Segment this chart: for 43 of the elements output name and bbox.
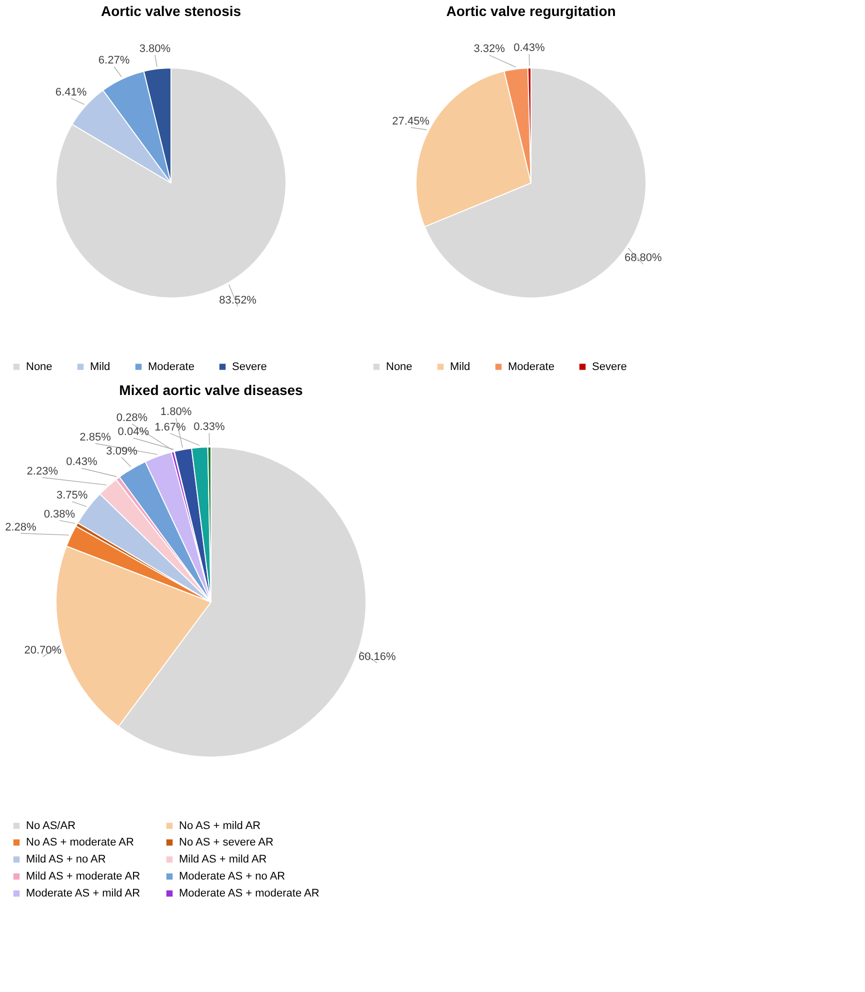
data-label: 3.32% [474, 43, 506, 56]
data-label: 68.80% [624, 252, 662, 264]
legend-label: Moderate AS + moderate AR [179, 888, 320, 900]
data-label: 3.80% [139, 42, 171, 55]
legend-label: Severe [592, 360, 627, 373]
data-label: 60.16% [358, 650, 396, 663]
data-label: 2.85% [80, 432, 112, 444]
legend-label: Moderate [508, 360, 554, 373]
legend-label: None [386, 360, 412, 373]
legend-label: Mild AS + mild AR [179, 854, 267, 866]
chart-title: Aortic valve regurgitation [446, 3, 616, 19]
data-label: 0.33% [194, 421, 225, 434]
legend-label: Moderate [148, 360, 194, 373]
data-label: 3.75% [56, 490, 88, 502]
data-label: 27.45% [392, 116, 430, 128]
data-label: 0.04% [118, 426, 150, 438]
legend-label: Severe [232, 360, 267, 373]
data-label: 0.28% [116, 412, 148, 424]
legend-label: No AS + severe AR [179, 836, 274, 848]
data-label: 6.41% [55, 86, 87, 98]
data-label: 2.28% [5, 521, 36, 534]
chart-title: Mixed aortic valve diseases [119, 382, 304, 398]
chart-title: Aortic valve stenosis [100, 3, 242, 19]
data-label: 3.09% [106, 445, 138, 458]
legend-label: Mild [90, 360, 110, 373]
legend-label: Mild [450, 360, 470, 373]
legend-label: Mild AS + no AR [26, 854, 106, 866]
data-label: 1.67% [154, 421, 186, 434]
data-label: 2.23% [26, 466, 58, 478]
legend-label: No AS/AR [26, 820, 76, 832]
legend-label: Mild AS + moderate AR [26, 870, 140, 882]
data-label: 20.70% [24, 644, 62, 657]
legend-label: Moderate AS + mild AR [26, 888, 140, 900]
legend-label: No AS + moderate AR [26, 836, 134, 848]
data-label: 1.80% [160, 406, 192, 418]
data-label: 6.27% [98, 54, 130, 67]
data-label: 83.52% [219, 294, 257, 306]
data-label: 0.38% [44, 508, 76, 520]
legend-label: No AS + mild AR [179, 820, 261, 832]
data-label: 0.43% [514, 42, 545, 54]
legend-label: Moderate AS + no AR [179, 870, 286, 882]
data-label: 0.43% [66, 456, 98, 468]
legend-label: None [26, 360, 52, 373]
